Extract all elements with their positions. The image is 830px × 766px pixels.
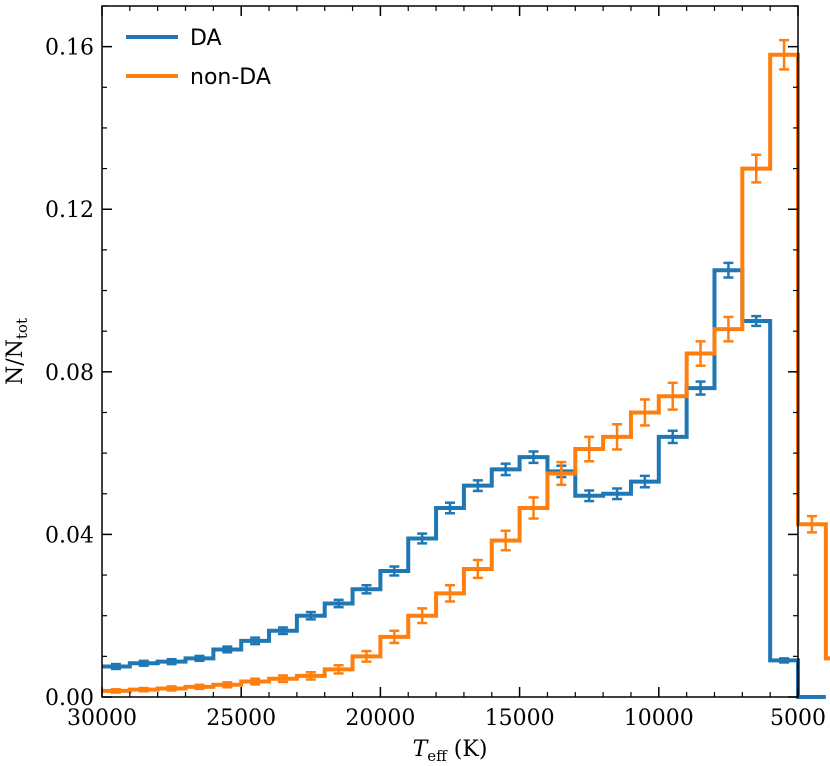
- error-bar: [667, 381, 678, 411]
- error-bar: [779, 38, 790, 71]
- error-bar: [138, 686, 149, 693]
- error-bar: [472, 558, 483, 580]
- error-bar: [723, 261, 734, 279]
- legend-label-non-da: non-DA: [190, 65, 271, 90]
- y-tick-label: 0.12: [45, 198, 94, 223]
- error-bar: [556, 460, 567, 487]
- error-bar: [445, 501, 455, 515]
- error-bar: [361, 649, 372, 663]
- error-bar: [445, 583, 455, 603]
- error-bar: [194, 654, 205, 663]
- error-bar: [584, 489, 595, 503]
- error-bar: [110, 688, 121, 694]
- x-tick-label: 15000: [485, 706, 555, 731]
- error-bar: [389, 629, 400, 645]
- error-bar: [333, 598, 344, 609]
- error-bar: [528, 450, 539, 465]
- error-bar: [305, 670, 316, 681]
- error-bar: [305, 610, 316, 621]
- error-bar: [389, 565, 400, 577]
- error-bar: [361, 583, 372, 595]
- error-bar: [166, 685, 177, 692]
- error-bar: [695, 340, 706, 367]
- error-bar: [222, 681, 233, 689]
- error-bar: [250, 677, 261, 686]
- error-bar: [277, 626, 288, 636]
- error-bar: [110, 662, 121, 671]
- error-bar: [667, 429, 678, 445]
- series-da: [102, 261, 826, 699]
- error-bar: [417, 532, 428, 545]
- error-bar: [695, 380, 706, 396]
- error-bar: [166, 657, 177, 666]
- x-tick-label: 10000: [624, 706, 694, 731]
- plot-frame: [101, 5, 799, 698]
- error-bar: [751, 153, 762, 184]
- x-tick-label: 20000: [345, 706, 415, 731]
- y-axis-label-sub: tot: [13, 318, 31, 339]
- axis-ticks: 30000 25000 20000 15000 10000 5000 0.00 0.04 0.0…: [45, 5, 826, 731]
- x-axis-label-sub: eff: [427, 747, 448, 765]
- error-bar: [277, 674, 288, 684]
- error-bar: [222, 645, 233, 654]
- y-tick-label: 0.16: [45, 36, 94, 61]
- series-step-line-da: [102, 268, 826, 699]
- legend-label-da: DA: [190, 26, 222, 51]
- error-bar: [612, 487, 623, 501]
- error-bar: [500, 529, 511, 552]
- error-bar: [723, 315, 734, 343]
- error-bar: [584, 435, 595, 463]
- error-bar: [612, 423, 623, 451]
- series-group: [102, 38, 830, 699]
- x-tick-label: 30000: [67, 706, 137, 731]
- series-step-line-non-da: [102, 52, 830, 693]
- error-bar: [639, 398, 650, 427]
- x-axis-label: Teff (K): [413, 737, 488, 765]
- error-bar: [528, 496, 539, 520]
- y-axis-label: N/Ntot: [3, 318, 31, 385]
- error-bar: [779, 657, 790, 664]
- x-axis-label-rest: (K): [447, 737, 488, 762]
- series-non-da: [102, 38, 830, 694]
- error-bar: [194, 683, 205, 691]
- error-bar: [333, 664, 344, 675]
- error-bar: [138, 659, 149, 667]
- x-tick-label: 25000: [206, 706, 276, 731]
- x-axis-label-italic: T: [413, 737, 430, 762]
- legend: DA non-DA: [126, 26, 271, 90]
- error-bar: [417, 607, 428, 625]
- error-bar: [806, 514, 817, 534]
- error-bar: [472, 479, 483, 493]
- y-tick-label: 0.08: [45, 361, 94, 386]
- y-axis-label-main: N/N: [3, 339, 28, 385]
- error-bar: [250, 636, 261, 646]
- error-bar: [751, 314, 762, 328]
- error-bar: [500, 462, 511, 477]
- x-tick-label: 5000: [770, 706, 826, 731]
- error-bar: [639, 474, 650, 489]
- y-tick-label: 0.00: [45, 686, 94, 711]
- y-tick-label: 0.04: [45, 523, 94, 548]
